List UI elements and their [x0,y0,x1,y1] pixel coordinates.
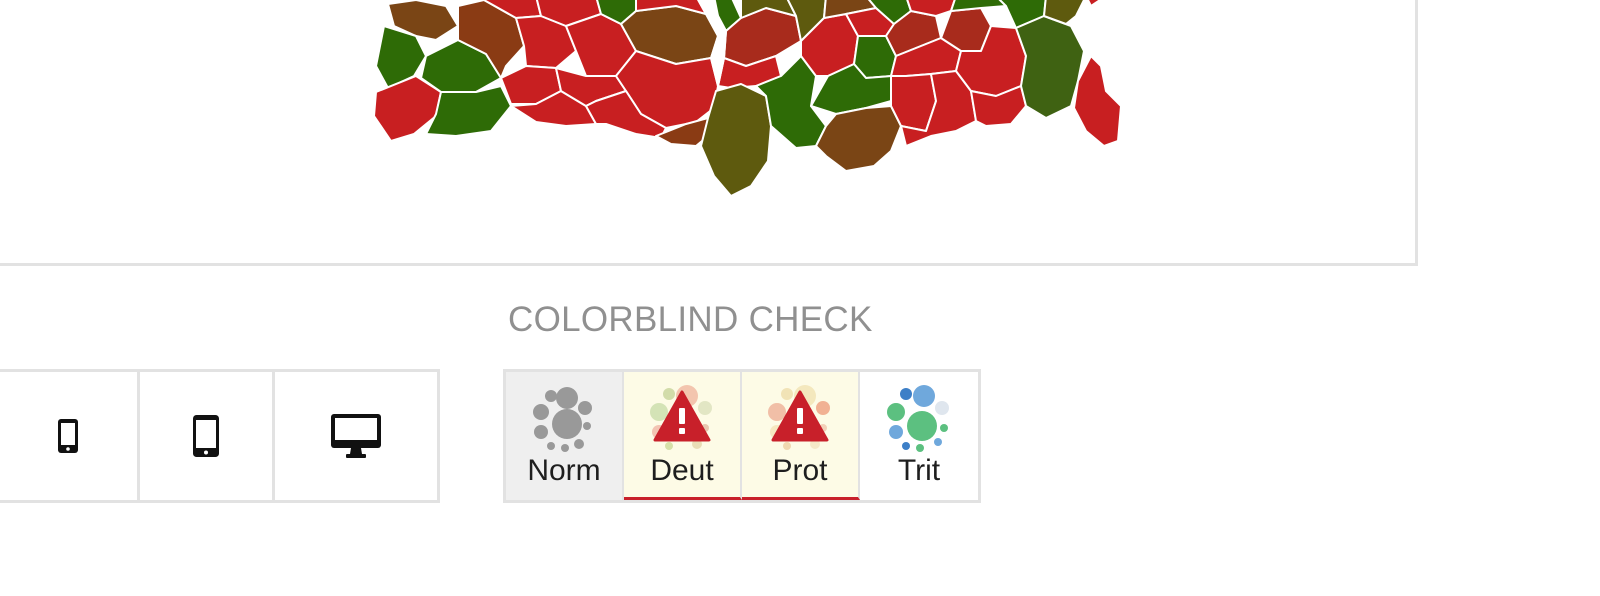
colorblind-mode-label: Deut [650,454,714,487]
color-dots-gray-icon [533,387,592,452]
colorblind-mode-normal[interactable]: Norm [506,372,624,500]
warning-icon [650,385,712,450]
map-region [815,105,902,172]
map-region [697,0,727,87]
colorblind-mode-label: Norm [527,454,601,487]
colorblind-mode-tritanopia[interactable]: Trit [860,372,978,500]
colorblind-mode-protanopia[interactable]: Prot [742,372,860,500]
phone-large-icon [193,415,219,457]
device-button-phone-small[interactable] [0,372,140,500]
map-region [635,0,707,15]
warning-icon [768,385,830,450]
phone-small-icon [58,419,78,453]
map-region [906,0,956,17]
map-region [387,0,459,41]
device-preview-toggle [0,369,440,503]
colorblind-mode-label: Prot [772,454,828,487]
device-button-desktop[interactable] [275,372,437,500]
map-region [700,83,772,197]
map-region [425,85,512,137]
colorblind-check-title: COLORBLIND CHECK [508,300,873,339]
choropleth-map [373,0,1122,197]
colorblind-mode-deuteranopia[interactable]: Deut [624,372,742,500]
map-region [950,0,1007,12]
map-region [1043,0,1086,25]
map-region [373,75,442,142]
device-button-phone-large[interactable] [140,372,275,500]
color-dots-blue-green-icon [887,385,949,452]
desktop-monitor-icon [331,414,381,458]
colorblind-mode-toggle: Norm Deut [503,369,981,503]
colorblind-mode-label: Trit [897,454,941,487]
map-region [740,0,797,19]
map-preview-frame [0,0,1418,266]
map-region [1073,55,1122,147]
map-region [970,85,1027,127]
map-region [1086,0,1102,7]
